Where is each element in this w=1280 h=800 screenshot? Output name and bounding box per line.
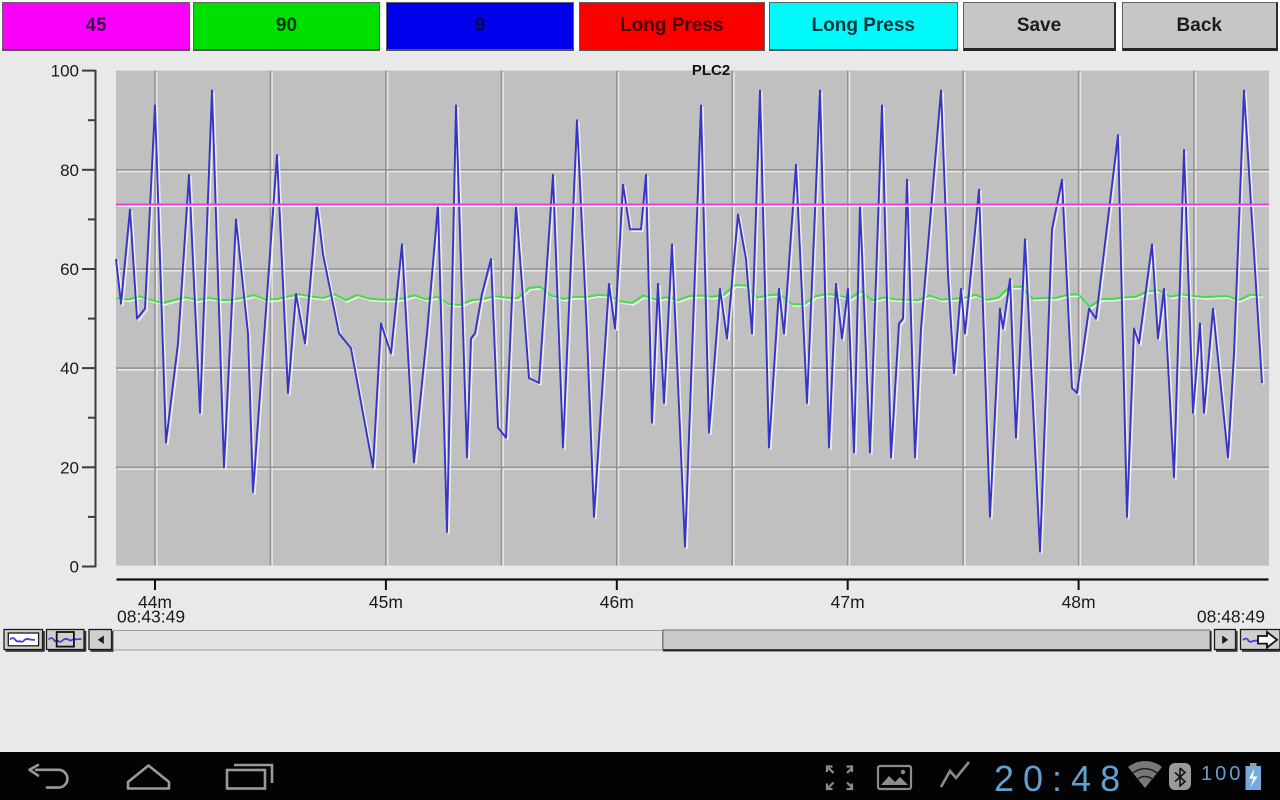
svg-text:60: 60 [60,260,79,279]
svg-text:45m: 45m [369,592,403,612]
svg-text:80: 80 [60,161,79,180]
svg-text:PLC2: PLC2 [692,62,730,79]
svg-text:08:48:49: 08:48:49 [1197,607,1265,627]
svg-text:40: 40 [60,359,79,378]
svg-text:44m: 44m [138,592,172,612]
svg-text:100: 100 [51,62,79,81]
svg-text:47m: 47m [831,592,865,612]
svg-text:08:43:49: 08:43:49 [117,607,185,627]
svg-text:0: 0 [70,558,79,577]
svg-text:48m: 48m [1062,592,1096,612]
svg-text:46m: 46m [600,592,634,612]
svg-text:20: 20 [60,458,79,477]
